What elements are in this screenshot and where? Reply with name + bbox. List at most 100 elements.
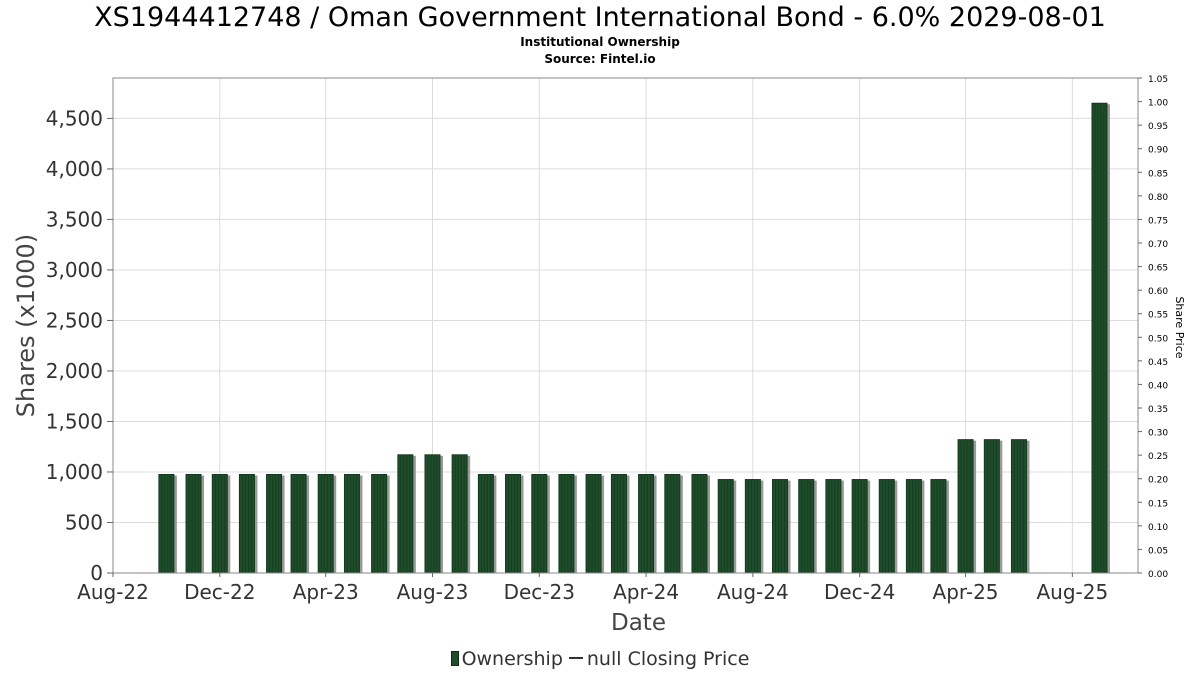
ownership-bar-body bbox=[290, 474, 307, 574]
y2-tick-label: 0.90 bbox=[1148, 146, 1168, 156]
y-tick-label: 3,000 bbox=[46, 258, 103, 282]
ownership-bar-body bbox=[1010, 439, 1027, 574]
ownership-bar bbox=[211, 474, 231, 574]
ownership-bar bbox=[930, 479, 949, 574]
y2-axis-title: Share Price bbox=[1173, 296, 1186, 358]
y2-tick-label: 0.85 bbox=[1148, 169, 1168, 179]
ownership-legend-swatch bbox=[450, 651, 459, 666]
y2-tick-label: 0.60 bbox=[1148, 287, 1168, 297]
ownership-bar-body bbox=[610, 474, 627, 574]
x-tick-label: Aug-23 bbox=[397, 580, 469, 604]
ownership-bar-body bbox=[424, 454, 441, 574]
y2-tick-label: 0.50 bbox=[1148, 334, 1168, 344]
ownership-bar-body bbox=[878, 479, 895, 574]
ownership-bar bbox=[638, 474, 657, 574]
ownership-bar-body bbox=[744, 479, 761, 574]
ownership-bar-body bbox=[771, 479, 788, 574]
y2-tick-label: 0.70 bbox=[1148, 240, 1168, 250]
y2-tick-label: 0.05 bbox=[1148, 546, 1168, 556]
x-tick-label: Apr-25 bbox=[933, 580, 999, 604]
ownership-bar-body bbox=[664, 474, 681, 574]
y-tick-label: 1,500 bbox=[46, 409, 103, 433]
y-tick-label: 2,000 bbox=[46, 359, 103, 383]
ownership-bar bbox=[371, 474, 390, 574]
x-tick-label: Aug-22 bbox=[77, 580, 149, 604]
price-legend-label: null Closing Price bbox=[586, 648, 750, 670]
chart-subtitle: Institutional Ownership bbox=[520, 35, 680, 49]
axes-layer: 0 500 1,000 1,500 2,000 2,500 3,000 3,500 4,000 4… bbox=[12, 75, 1186, 636]
y-tick-label: 2,500 bbox=[46, 308, 103, 332]
ownership-bar bbox=[717, 479, 737, 574]
x-tick-label: Aug-24 bbox=[717, 580, 789, 604]
ownership-bar-body bbox=[317, 474, 334, 574]
ownership-bar bbox=[531, 474, 550, 574]
ownership-bar-body bbox=[238, 474, 255, 574]
ownership-bar bbox=[343, 474, 363, 574]
ownership-bar bbox=[290, 474, 310, 574]
y2-tick-label: 0.95 bbox=[1148, 122, 1168, 132]
chart-source: Source: Fintel.io bbox=[544, 52, 656, 66]
ownership-bar bbox=[825, 479, 844, 574]
ownership-bar bbox=[317, 474, 337, 574]
ownership-bar-body bbox=[1091, 102, 1108, 574]
ownership-bar-body bbox=[185, 474, 202, 574]
ownership-bar bbox=[558, 474, 577, 574]
ownership-bar bbox=[397, 454, 416, 574]
ownership-legend-label: Ownership bbox=[461, 648, 563, 670]
ownership-bar bbox=[957, 439, 977, 574]
y2-tick-label: 0.20 bbox=[1148, 476, 1168, 486]
ownership-bar bbox=[451, 454, 471, 574]
ownership-bar-body bbox=[371, 474, 388, 574]
ownership-bar bbox=[158, 474, 177, 574]
ownership-bar-body bbox=[477, 474, 494, 574]
ownership-bar-body bbox=[505, 474, 522, 574]
ownership-bar-body bbox=[825, 479, 842, 574]
x-axis-title: Date bbox=[611, 610, 666, 636]
y2-tick-label: 1.05 bbox=[1148, 75, 1168, 85]
x-tick-label: Apr-23 bbox=[293, 580, 359, 604]
ownership-bar bbox=[905, 479, 925, 574]
chart-legend: Ownership null Closing Price bbox=[0, 648, 1200, 670]
ownership-bar-body bbox=[798, 479, 815, 574]
y2-tick-label: 0.55 bbox=[1148, 311, 1168, 321]
ownership-bar-body bbox=[638, 474, 655, 574]
chart-title: XS1944412748 / Oman Government Internati… bbox=[94, 2, 1106, 33]
ownership-bar-body bbox=[343, 474, 360, 574]
ownership-bar bbox=[424, 454, 443, 574]
ownership-bar bbox=[266, 474, 285, 574]
ownership-bar-body bbox=[983, 439, 1000, 574]
ownership-bar-body bbox=[930, 479, 947, 574]
y2-tick-label: 0.80 bbox=[1148, 193, 1168, 203]
ownership-bar bbox=[610, 474, 630, 574]
ownership-bar bbox=[798, 479, 817, 574]
y2-tick-label: 0.40 bbox=[1148, 381, 1168, 391]
ownership-bar bbox=[1091, 102, 1110, 574]
y-tick-label: 0 bbox=[90, 561, 103, 585]
y2-tick-label: 0.45 bbox=[1148, 358, 1168, 368]
ownership-bar bbox=[238, 474, 258, 574]
x-tick-label: Aug-25 bbox=[1036, 580, 1108, 604]
y2-tick-label: 0.30 bbox=[1148, 429, 1168, 439]
ownership-bar bbox=[691, 474, 710, 574]
y2-tick-label: 0.65 bbox=[1148, 264, 1168, 274]
ownership-bar bbox=[585, 474, 605, 574]
y-tick-label: 4,000 bbox=[46, 157, 103, 181]
ownership-bar-body bbox=[691, 474, 708, 574]
bars-layer bbox=[158, 102, 1110, 574]
ownership-bar-body bbox=[211, 474, 228, 574]
x-tick-label: Dec-23 bbox=[504, 580, 575, 604]
ownership-bar bbox=[505, 474, 524, 574]
ownership-bar bbox=[185, 474, 205, 574]
y-axis-title: Shares (x1000) bbox=[12, 234, 40, 417]
ownership-bar-body bbox=[851, 479, 868, 574]
plot-frame bbox=[112, 77, 1139, 574]
ownership-bar-body bbox=[957, 439, 974, 574]
grid-layer bbox=[112, 78, 1138, 574]
x-tick-label: Apr-24 bbox=[613, 580, 679, 604]
ownership-bar bbox=[744, 479, 764, 574]
y-tick-label: 3,500 bbox=[46, 207, 103, 231]
ownership-bar bbox=[664, 474, 683, 574]
y-tick-label: 500 bbox=[65, 510, 103, 534]
ownership-bar-body bbox=[717, 479, 734, 574]
